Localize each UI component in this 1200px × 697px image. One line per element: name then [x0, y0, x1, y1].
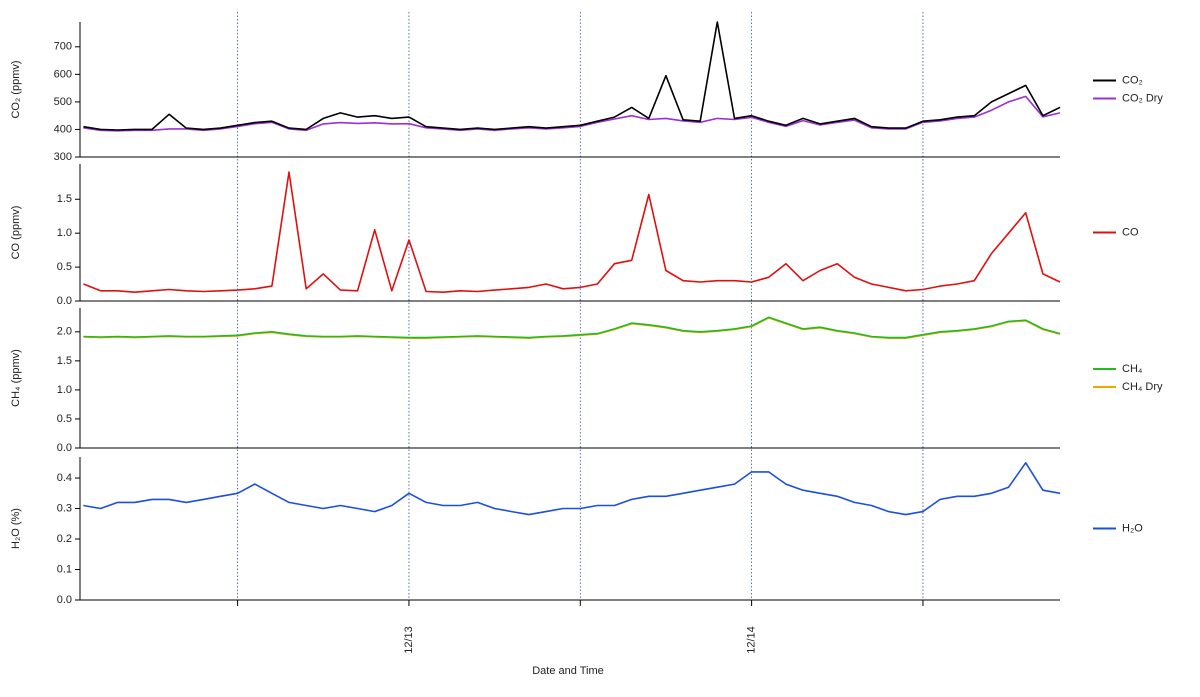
y-tick-label: 0.2 [57, 533, 72, 545]
legend-label: H₂O [1122, 522, 1143, 534]
y-axis-label: H₂O (%) [10, 508, 22, 549]
y-tick-label: 1.5 [57, 355, 72, 367]
y-tick-label: 0.3 [57, 502, 72, 514]
y-axis-label: CO (ppmv) [10, 206, 22, 260]
y-axis-label: CO₂ (ppmv) [10, 60, 22, 118]
legend-label: CO₂ [1122, 74, 1143, 86]
y-tick-label: 400 [54, 123, 72, 135]
y-tick-label: 0.0 [57, 295, 72, 307]
data-line [83, 316, 1061, 339]
y-tick-label: 0.1 [57, 563, 72, 575]
y-tick-label: 300 [54, 151, 72, 163]
y-tick-label: 600 [54, 68, 72, 80]
legend-label: CH₄ [1122, 363, 1143, 375]
y-tick-label: 0.5 [57, 413, 72, 425]
x-axis-label: Date and Time [532, 665, 604, 677]
y-tick-label: 500 [54, 96, 72, 108]
y-tick-label: 0.4 [57, 472, 72, 484]
y-tick-label: 0.0 [57, 442, 72, 454]
legend-label: CH₄ Dry [1122, 381, 1163, 393]
y-tick-label: 700 [54, 41, 72, 53]
y-tick-label: 2.0 [57, 326, 72, 338]
y-tick-label: 1.0 [57, 384, 72, 396]
x-tick-label: 12/13 [403, 626, 415, 654]
y-axis-label: CH₄ (ppmv) [10, 349, 22, 407]
legend-label: CO₂ Dry [1122, 92, 1163, 104]
data-line [83, 21, 1061, 131]
legend-label: CO [1122, 226, 1139, 238]
x-tick-label: 12/14 [746, 626, 758, 654]
y-tick-label: 1.0 [57, 227, 72, 239]
data-line [83, 171, 1061, 293]
y-tick-label: 0.0 [57, 594, 72, 606]
y-tick-label: 0.5 [57, 261, 72, 273]
y-tick-label: 1.5 [57, 193, 72, 205]
data-line [83, 462, 1061, 516]
